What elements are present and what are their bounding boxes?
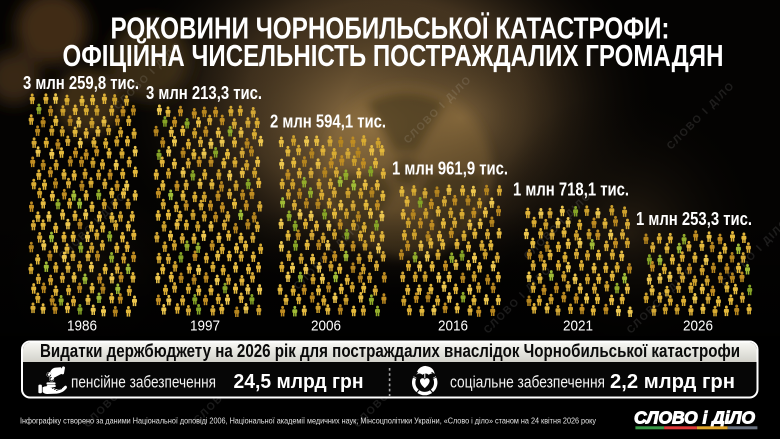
svg-text:1 млн 718,1 тис.: 1 млн 718,1 тис. [513, 180, 629, 200]
svg-text:2,2 млрд грн: 2,2 млрд грн [610, 371, 735, 393]
svg-text:2 млн 594,1 тис.: 2 млн 594,1 тис. [270, 112, 386, 132]
svg-text:2016: 2016 [438, 318, 468, 335]
svg-text:24,5 млрд грн: 24,5 млрд грн [234, 371, 364, 393]
svg-text:РОКОВИНИ ЧОРНОБИЛЬСЬКОЇ КАТАСТ: РОКОВИНИ ЧОРНОБИЛЬСЬКОЇ КАТАСТРОФИ: [111, 11, 670, 46]
svg-text:3 млн 259,8 тис.: 3 млн 259,8 тис. [23, 73, 139, 93]
svg-text:1 млн 253,3 тис.: 1 млн 253,3 тис. [636, 209, 752, 229]
svg-text:Інфографіку створено за даними: Інфографіку створено за даними Національ… [20, 416, 597, 426]
svg-text:3 млн 213,3 тис.: 3 млн 213,3 тис. [146, 83, 262, 103]
svg-text:1 млн 961,9 тис.: 1 млн 961,9 тис. [392, 159, 508, 179]
svg-text:1986: 1986 [67, 318, 97, 335]
svg-text:пенсійне забезпечення: пенсійне забезпечення [71, 373, 216, 391]
svg-text:СЛОВО і ДіЛО: СЛОВО і ДіЛО [634, 408, 755, 428]
svg-text:ОФІЦІЙНА ЧИСЕЛЬНІСТЬ ПОСТРАЖДА: ОФІЦІЙНА ЧИСЕЛЬНІСТЬ ПОСТРАЖДАЛИХ ГРОМАД… [63, 37, 724, 73]
svg-text:2026: 2026 [683, 318, 713, 335]
svg-text:2006: 2006 [311, 318, 341, 335]
svg-text:2021: 2021 [563, 318, 593, 335]
svg-text:Видатки держбюджету на 2026 рі: Видатки держбюджету на 2026 рік для пост… [40, 341, 740, 361]
svg-text:соціальне забезпечення: соціальне забезпечення [450, 373, 605, 391]
svg-text:1997: 1997 [190, 318, 220, 335]
